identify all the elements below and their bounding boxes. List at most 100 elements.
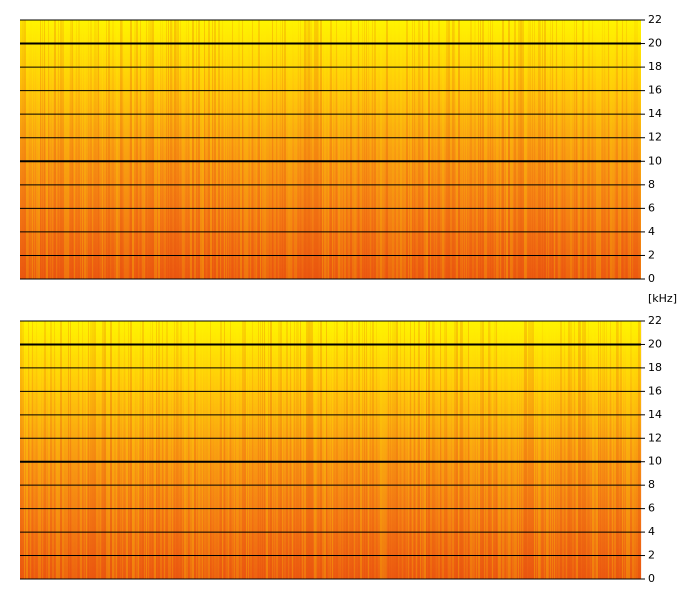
texture bbox=[300, 321, 301, 579]
texture bbox=[254, 20, 256, 279]
texture bbox=[346, 20, 347, 279]
texture bbox=[612, 321, 613, 579]
texture bbox=[148, 321, 149, 579]
y-tick-label: 2 bbox=[648, 549, 655, 562]
texture bbox=[28, 20, 29, 279]
texture bbox=[474, 321, 475, 579]
texture bbox=[424, 20, 426, 279]
texture bbox=[198, 321, 200, 579]
texture bbox=[618, 321, 619, 579]
texture bbox=[192, 321, 194, 579]
texture bbox=[100, 20, 102, 279]
texture bbox=[452, 20, 454, 279]
texture bbox=[98, 321, 100, 579]
texture bbox=[538, 321, 540, 579]
texture bbox=[418, 20, 420, 279]
texture bbox=[422, 20, 423, 279]
texture bbox=[202, 321, 203, 579]
texture bbox=[616, 20, 618, 279]
texture bbox=[200, 321, 202, 579]
texture bbox=[330, 20, 332, 279]
texture bbox=[464, 321, 465, 579]
texture bbox=[490, 20, 491, 279]
texture bbox=[454, 321, 456, 579]
texture bbox=[376, 321, 377, 579]
texture bbox=[588, 20, 590, 279]
texture bbox=[610, 321, 611, 579]
texture bbox=[30, 321, 31, 579]
texture bbox=[90, 321, 92, 579]
texture bbox=[184, 321, 186, 579]
texture bbox=[332, 321, 333, 579]
texture bbox=[292, 321, 293, 579]
texture bbox=[632, 321, 634, 579]
texture bbox=[526, 20, 527, 279]
texture bbox=[342, 20, 343, 279]
texture bbox=[298, 321, 299, 579]
texture bbox=[326, 20, 328, 279]
texture bbox=[590, 20, 591, 279]
texture bbox=[154, 20, 156, 279]
texture bbox=[520, 20, 522, 279]
texture bbox=[70, 20, 72, 279]
texture bbox=[546, 321, 548, 579]
texture bbox=[380, 20, 382, 279]
texture bbox=[486, 20, 487, 279]
texture bbox=[554, 321, 555, 579]
texture bbox=[640, 20, 641, 279]
texture bbox=[532, 20, 533, 279]
texture bbox=[80, 321, 82, 579]
texture bbox=[146, 20, 147, 279]
texture bbox=[592, 321, 594, 579]
texture bbox=[596, 20, 598, 279]
texture bbox=[150, 20, 152, 279]
texture bbox=[260, 321, 261, 579]
texture bbox=[224, 20, 225, 279]
texture bbox=[54, 20, 56, 279]
texture bbox=[358, 321, 360, 579]
texture bbox=[538, 20, 540, 279]
texture bbox=[480, 20, 481, 279]
texture bbox=[212, 321, 213, 579]
texture bbox=[194, 20, 196, 279]
texture bbox=[306, 321, 308, 579]
texture bbox=[402, 321, 403, 579]
texture bbox=[154, 321, 156, 579]
texture bbox=[82, 20, 83, 279]
texture bbox=[624, 321, 625, 579]
texture bbox=[158, 321, 160, 579]
texture bbox=[268, 321, 269, 579]
texture bbox=[238, 321, 239, 579]
texture bbox=[634, 321, 636, 579]
texture bbox=[172, 321, 173, 579]
texture bbox=[314, 20, 316, 279]
texture bbox=[68, 20, 69, 279]
texture bbox=[354, 321, 355, 579]
texture bbox=[176, 321, 178, 579]
texture bbox=[462, 20, 463, 279]
texture bbox=[66, 20, 68, 279]
texture bbox=[274, 321, 275, 579]
texture bbox=[494, 321, 496, 579]
texture bbox=[384, 20, 385, 279]
texture bbox=[354, 20, 356, 279]
texture bbox=[282, 321, 283, 579]
texture bbox=[166, 20, 167, 279]
spectrogram-image bbox=[20, 321, 641, 579]
texture bbox=[48, 20, 49, 279]
texture bbox=[248, 20, 249, 279]
texture bbox=[116, 321, 117, 579]
texture bbox=[242, 20, 243, 279]
texture bbox=[404, 321, 405, 579]
y-tick-label: 12 bbox=[648, 131, 662, 144]
texture bbox=[338, 321, 340, 579]
texture bbox=[130, 20, 132, 279]
texture bbox=[72, 20, 73, 279]
texture bbox=[164, 321, 165, 579]
texture bbox=[472, 321, 474, 579]
texture bbox=[526, 321, 527, 579]
texture bbox=[246, 20, 248, 279]
texture bbox=[48, 321, 50, 579]
texture bbox=[106, 20, 107, 279]
texture bbox=[322, 321, 324, 579]
